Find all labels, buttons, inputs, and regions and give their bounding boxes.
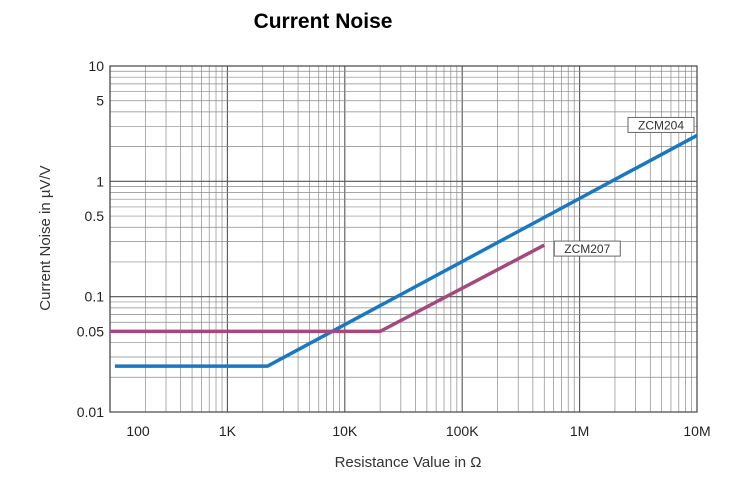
x-tick-labels: 100 1K 10K 100K 1M 10M [126, 423, 710, 439]
chart-title: Current Noise [254, 10, 393, 33]
series-line-zcm207 [110, 243, 546, 334]
x-tick-label: 10K [332, 423, 358, 439]
y-axis-label: Current Noise in µV/V [37, 165, 54, 310]
series-label-zcm207: ZCM207 [564, 242, 610, 256]
y-tick-label: 1 [96, 173, 104, 189]
y-tick-label: 0.05 [77, 323, 104, 339]
grid [109, 65, 698, 413]
y-tick-label: 5 [96, 93, 104, 109]
x-tick-label: 1K [219, 423, 237, 439]
x-tick-label: 10M [683, 423, 710, 439]
series-label-zcm204: ZCM204 [638, 118, 684, 132]
y-tick-labels: 10 5 1 0.5 0.1 0.05 0.01 [77, 58, 104, 420]
series-label-box [627, 116, 695, 133]
x-axis-label: Resistance Value in Ω [335, 454, 482, 471]
x-tick-label: 1M [570, 423, 589, 439]
x-tick-label: 100 [126, 423, 150, 439]
y-tick-label: 0.01 [77, 404, 104, 420]
y-tick-label: 0.5 [85, 208, 105, 224]
plot-frame [109, 65, 698, 413]
x-tick-label: 100K [446, 423, 479, 439]
series-line-zcm204 [114, 133, 698, 368]
series-label-box [553, 240, 621, 257]
y-tick-label: 0.1 [85, 289, 105, 305]
series-labels: ZCM204 ZCM207 [553, 116, 695, 257]
series-lines [110, 133, 698, 368]
y-tick-label: 10 [88, 58, 104, 74]
